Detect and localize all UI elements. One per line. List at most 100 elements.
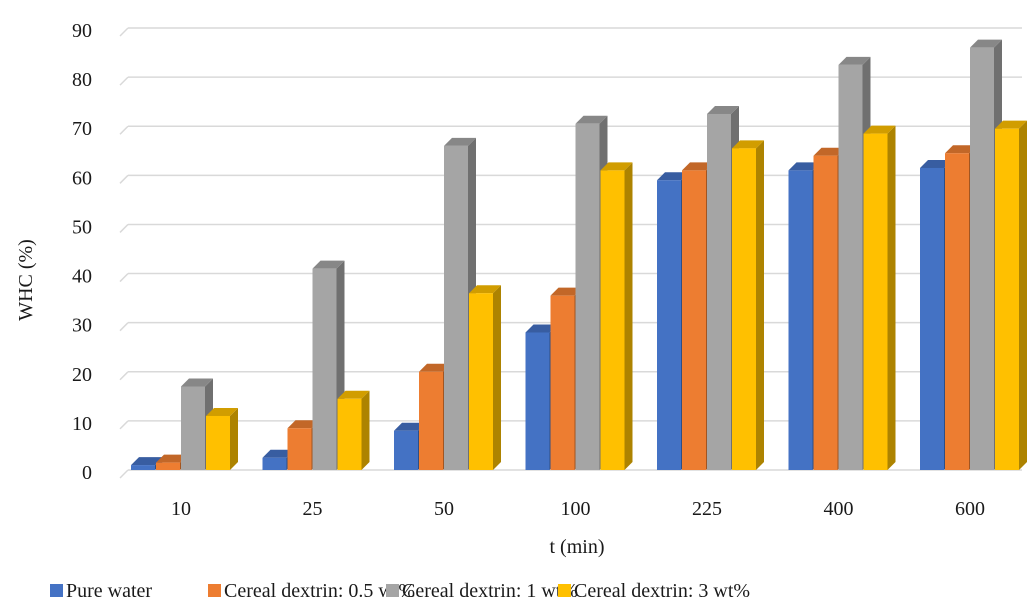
legend-label: Cereal dextrin: 3 wt%: [574, 580, 750, 602]
legend-item: Cereal dextrin: 3 wt%: [558, 580, 750, 602]
bar-front: [469, 293, 493, 470]
bar: [600, 162, 633, 470]
y-tick-label: 40: [72, 266, 92, 288]
bar-top: [682, 162, 714, 171]
bar: [863, 125, 896, 471]
y-tick-label: 60: [72, 167, 92, 189]
bar-front: [575, 123, 600, 471]
bar-front: [788, 170, 813, 470]
bar-front: [707, 113, 731, 470]
bar-front: [600, 170, 625, 470]
bar-side: [361, 390, 370, 470]
bar-top: [525, 324, 558, 333]
y-tick-label: 80: [72, 69, 92, 91]
bar-top: [394, 422, 426, 431]
bar-side: [887, 125, 896, 470]
bar-top: [312, 260, 345, 269]
gridline: [119, 27, 129, 37]
bar-front: [181, 386, 205, 470]
bar-top: [995, 120, 1027, 129]
legend-swatch: [208, 584, 221, 597]
bar-top: [419, 363, 451, 372]
gridline: [119, 469, 129, 479]
bar-front: [131, 465, 155, 470]
bar-top: [945, 145, 977, 154]
bar-top: [181, 378, 213, 387]
bar: [995, 120, 1027, 470]
bar: [206, 407, 238, 470]
gridline: [119, 174, 129, 184]
bar-side: [230, 407, 238, 470]
bar-front: [394, 430, 418, 470]
x-tick-label: 225: [692, 498, 722, 520]
x-tick-label: 600: [955, 498, 985, 520]
bar-side: [1019, 120, 1027, 470]
legend-swatch: [386, 584, 399, 597]
bar-top: [156, 454, 188, 463]
bars: [131, 39, 1027, 471]
bar-front: [945, 153, 969, 470]
y-tick-label: 50: [72, 216, 92, 238]
bar: [732, 140, 764, 471]
bar-top: [550, 287, 583, 296]
bar-top: [657, 172, 689, 181]
x-tick-label: 50: [434, 498, 454, 520]
bar-top: [469, 285, 501, 294]
x-tick-label: 100: [561, 498, 591, 520]
bar-front: [995, 128, 1019, 470]
bar-front: [813, 155, 838, 470]
legend-label: Cereal dextrin: 0.5 wt%: [224, 580, 415, 602]
bar-front: [206, 415, 230, 470]
x-axis-ticks: 10 25 50 100 225 400 600: [171, 498, 985, 520]
gridline: [119, 371, 129, 381]
y-axis-title: WHC (%): [15, 239, 37, 321]
bar-front: [657, 180, 681, 470]
y-tick-label: 90: [72, 20, 92, 42]
bar-front: [863, 133, 888, 471]
bar-top: [788, 162, 821, 171]
bar-top: [920, 159, 952, 168]
bar-front: [970, 47, 994, 471]
bar-front: [682, 170, 706, 470]
bar-front: [419, 371, 443, 470]
legend-label: Cereal dextrin: 1 wt%: [402, 580, 578, 602]
legend-swatch: [50, 584, 63, 597]
bar-top: [206, 407, 238, 416]
bar-front: [262, 457, 287, 470]
bar-front: [337, 398, 362, 470]
bar-front: [920, 167, 944, 470]
y-tick-label: 10: [72, 413, 92, 435]
y-tick-label: 70: [72, 118, 92, 140]
y-tick-label: 0: [82, 462, 92, 484]
bar-side: [493, 285, 501, 470]
legend-item: Cereal dextrin: 0.5 wt%: [208, 580, 415, 602]
y-tick-label: 20: [72, 364, 92, 386]
y-tick-label: 30: [72, 315, 92, 337]
bar-top: [575, 115, 608, 124]
bar-side: [624, 162, 633, 470]
bar-top: [838, 56, 871, 65]
y-axis-ticks: 0 10 20 30 40 50 60 70 80 90: [72, 20, 92, 484]
bar-front: [156, 462, 180, 470]
bar-front: [525, 332, 550, 470]
bar-side: [756, 140, 764, 471]
bar: [469, 285, 501, 470]
gridline: [119, 76, 129, 86]
gridline: [119, 223, 129, 233]
legend-item: Cereal dextrin: 1 wt%: [386, 580, 578, 602]
gridline: [119, 322, 129, 332]
bar: [920, 159, 952, 470]
bar-top: [732, 140, 764, 149]
bar-top: [863, 125, 896, 134]
bar-front: [444, 145, 468, 470]
bar-top: [813, 147, 846, 156]
bar-top: [600, 162, 633, 171]
gridline: [119, 273, 129, 283]
bar-front: [838, 64, 863, 470]
bar-top: [444, 137, 476, 146]
bar-top: [287, 420, 320, 429]
bar: [337, 390, 370, 470]
x-tick-label: 10: [171, 498, 191, 520]
gridline: [119, 125, 129, 135]
legend: Pure water Cereal dextrin: 0.5 wt%Cereal …: [50, 580, 750, 602]
